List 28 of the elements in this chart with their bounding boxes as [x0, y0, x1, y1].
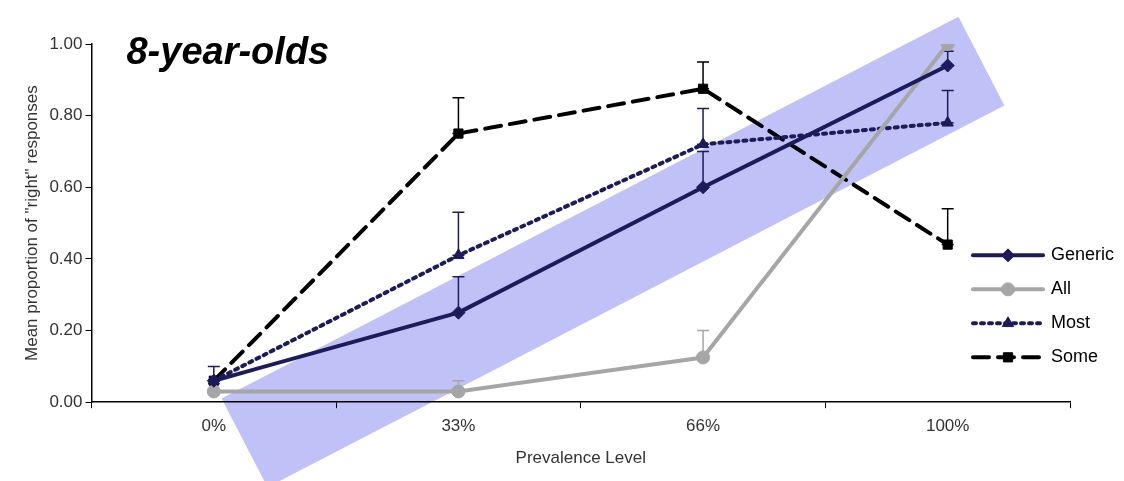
- legend-label: Most: [1051, 312, 1091, 333]
- point: [451, 384, 466, 399]
- y-tick-label: 0.80: [49, 105, 83, 125]
- x-axis-title: Prevalence Level: [515, 448, 646, 468]
- point: [696, 180, 711, 195]
- point: [452, 248, 465, 260]
- y-tick-label: 0.40: [49, 248, 83, 268]
- point: [941, 115, 954, 127]
- point: [942, 239, 953, 250]
- x-tick-label: 100%: [925, 416, 970, 436]
- point: [206, 384, 221, 399]
- legend-label: All: [1051, 278, 1072, 299]
- point: [697, 83, 709, 94]
- y-axis-title: Mean proportion of "right" responses: [21, 85, 41, 361]
- point: [453, 128, 464, 139]
- chart-title: 8-year-olds: [126, 30, 330, 72]
- y-tick-label: 0.00: [49, 391, 83, 411]
- legend-label: Some: [1051, 346, 1099, 367]
- point: [451, 305, 466, 320]
- x-tick-label: 0%: [201, 416, 227, 436]
- point: [940, 58, 955, 73]
- x-tick-label: 66%: [686, 416, 721, 436]
- point: [696, 350, 711, 365]
- y-tick-label: 0.60: [49, 176, 83, 196]
- x-tick-label: 33%: [441, 416, 476, 436]
- y-tick-label: 1.00: [49, 33, 83, 53]
- legend-label: Generic: [1051, 244, 1115, 265]
- y-tick-label: 0.20: [49, 320, 83, 340]
